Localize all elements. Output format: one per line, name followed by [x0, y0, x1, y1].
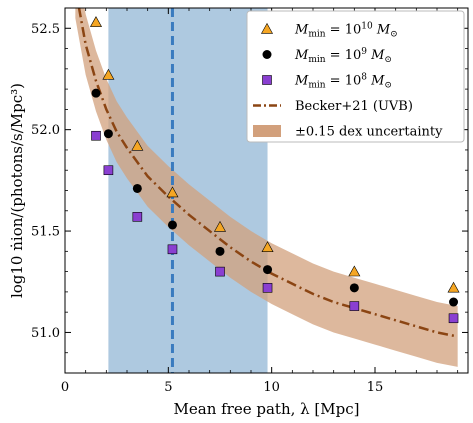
- data-point-square: [262, 283, 273, 293]
- legend-label: Becker+21 (UVB): [295, 99, 413, 114]
- data-point-square: [448, 313, 459, 324]
- legend-label: ±0.15 dex uncertainty: [295, 125, 443, 140]
- data-point-triangle: [213, 220, 227, 232]
- data-point-circle: [449, 297, 459, 307]
- data-point-circle: [215, 246, 225, 256]
- data-point-circle: [167, 220, 177, 230]
- legend-marker-square: [262, 75, 272, 85]
- y-tick-label: 51.5: [31, 225, 60, 240]
- legend-label: Mmin = 1010 M⊙: [294, 22, 398, 40]
- data-point-triangle: [261, 241, 274, 252]
- plot-area: [75, 8, 460, 373]
- x-tick-label: 5: [164, 380, 172, 395]
- x-axis-label: Mean free path, λ [Mpc]: [174, 400, 360, 418]
- x-tick-label: 0: [61, 380, 69, 395]
- legend-marker-circle: [262, 50, 272, 59]
- uncertainty-band: [75, 8, 458, 367]
- data-point-circle: [91, 88, 101, 98]
- legend-label: Mmin = 109 M⊙: [294, 47, 392, 65]
- data-point-triangle: [348, 265, 361, 277]
- data-point-circle: [349, 283, 359, 293]
- data-point-triangle: [89, 16, 103, 27]
- legend-items: Mmin = 1010 M⊙ Mmin = 109 M⊙ Mmin = 108 M⊙…: [253, 22, 443, 140]
- data-point-triangle: [166, 186, 179, 198]
- data-point-triangle: [102, 68, 115, 80]
- data-point-circle: [103, 129, 113, 139]
- y-tick-label: 52.0: [31, 123, 60, 138]
- markers: [89, 16, 460, 324]
- data-point-square: [103, 165, 114, 176]
- data-point-square: [349, 301, 360, 311]
- data-point-circle: [132, 183, 142, 193]
- legend-marker-triangle: [260, 22, 274, 34]
- data-point-square: [167, 244, 178, 255]
- data-point-triangle: [131, 139, 144, 151]
- x-tick-label: 10: [263, 380, 280, 395]
- y-tick-label: 52.5: [31, 22, 60, 37]
- legend-box: [246, 10, 465, 143]
- x-tick-label: 15: [367, 380, 384, 395]
- model-curve: [77, 8, 458, 338]
- data-point-square: [215, 266, 225, 277]
- data-point-circle: [263, 265, 273, 275]
- ticks: 0 5 10 15 51.0 51.5 52.0 52.5: [31, 7, 468, 395]
- legend: Mmin = 1010 M⊙ Mmin = 109 M⊙ Mmin = 108 M⊙…: [246, 10, 465, 143]
- legend-label: Mmin = 108 M⊙: [294, 73, 392, 91]
- data-point-square: [91, 130, 101, 141]
- y-axis-label: log10 ṅion/(photons/s/Mpc³): [8, 83, 26, 298]
- legend-band-swatch: [253, 125, 281, 137]
- data-point-square: [132, 212, 143, 222]
- data-point-triangle: [447, 281, 460, 293]
- y-tick-label: 51.0: [31, 326, 60, 341]
